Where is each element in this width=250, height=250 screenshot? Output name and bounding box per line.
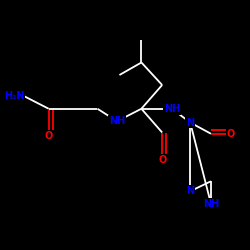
Text: H₂N: H₂N — [4, 91, 24, 101]
Text: O: O — [226, 129, 234, 139]
Text: O: O — [44, 131, 53, 141]
Text: NH: NH — [203, 199, 219, 209]
Text: O: O — [158, 155, 166, 165]
Text: N: N — [186, 186, 194, 196]
Text: NH: NH — [164, 104, 180, 114]
Text: NH: NH — [109, 116, 125, 126]
Text: N: N — [186, 118, 194, 128]
